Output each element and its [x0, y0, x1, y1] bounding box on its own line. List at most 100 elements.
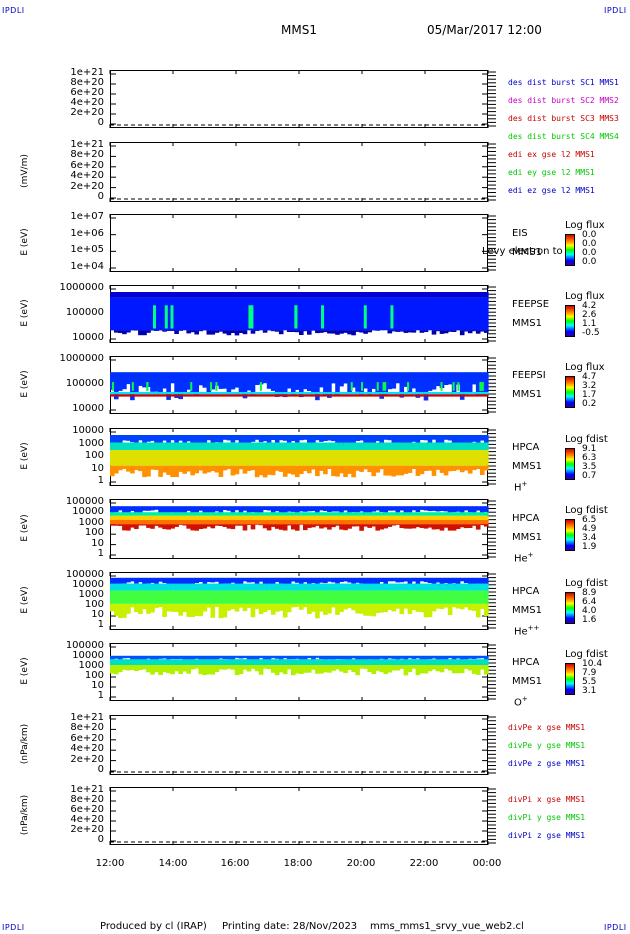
- spectrogram-cell: [274, 512, 280, 516]
- spectrogram-cell: [234, 512, 240, 516]
- spectrogram-cell: [423, 577, 429, 583]
- spectrogram-cell: [170, 506, 175, 513]
- spectrogram-cell: [214, 330, 220, 333]
- colorbar-title: Log flux: [565, 362, 605, 373]
- spectrogram-cell: [206, 590, 212, 604]
- spectrogram-cell: [214, 577, 220, 582]
- spectrogram-cell: [323, 520, 328, 525]
- spectrogram-cell: [186, 659, 191, 665]
- spectrogram-cell: [282, 394, 288, 397]
- legend-entry: divPe x gse MMS1: [508, 723, 586, 732]
- spectrogram-cell: [387, 450, 393, 466]
- spectrogram-cell: [311, 450, 316, 466]
- spectrogram-cell: [222, 665, 228, 670]
- spectrogram-cell: [114, 297, 119, 331]
- spectrogram-cell: [355, 512, 360, 516]
- spectrogram-cell: [379, 583, 384, 591]
- y-tick-label: 1000: [78, 516, 104, 528]
- spectrogram-cell: [343, 372, 348, 384]
- spectrogram-cell: [202, 394, 208, 397]
- spectrogram-cell: [202, 655, 208, 661]
- spectrogram-cell: [343, 659, 348, 665]
- spectrogram-cell: [355, 394, 360, 397]
- spectrogram-cell: [250, 603, 256, 618]
- spectrogram-cell: [399, 512, 405, 516]
- spectrogram-cell: [242, 330, 248, 335]
- spectrogram-cell: [467, 520, 473, 525]
- spectrogram-cell: [471, 603, 477, 611]
- spectrogram-cell: [282, 442, 288, 450]
- spectrogram-cell: [343, 506, 348, 511]
- spectrogram-cell: [262, 506, 268, 510]
- spectrogram-cell: [142, 659, 147, 665]
- spectrogram-cell: [375, 603, 380, 613]
- spectrogram-cell: [291, 515, 296, 520]
- spectrogram-cell: [122, 520, 127, 525]
- spectrogram-cell: [431, 520, 437, 525]
- spectrogram-cell: [190, 392, 195, 395]
- spectrogram-cell: [407, 394, 413, 397]
- spectrogram-cell: [126, 435, 131, 441]
- spectrogram-cell: [339, 465, 344, 474]
- spectrogram-cell: [403, 506, 409, 514]
- spectrogram-cell: [383, 512, 388, 516]
- spectrogram-cell: [299, 655, 304, 660]
- spectrogram-cell: [146, 435, 151, 442]
- spectrogram-cell: [226, 665, 232, 669]
- spectrogram-cell: [471, 435, 477, 442]
- spectrogram-cell: [311, 297, 316, 331]
- spectrogram-cell: [291, 603, 296, 608]
- spectrogram-cell: [427, 590, 433, 604]
- spectrogram-cell: [451, 442, 457, 450]
- colorbar-value: 10.4: [582, 659, 603, 669]
- spectrogram-cell: [190, 583, 195, 591]
- spectrogram-cell: [238, 297, 244, 331]
- spectrogram-cell: [375, 506, 380, 511]
- spectrogram-cell: [154, 506, 159, 510]
- spectrogram-cell: [411, 583, 417, 591]
- spectrogram-cell: [154, 297, 159, 331]
- spectrogram-cell: [278, 506, 284, 514]
- spectrogram-streak: [350, 382, 353, 391]
- spectrogram-cell: [254, 577, 260, 585]
- spectrogram-cell: [282, 292, 288, 298]
- spectrogram-cell: [471, 450, 477, 466]
- spectrogram-cell: [202, 520, 208, 525]
- spectrogram-cell: [258, 292, 264, 298]
- spectrogram-cell: [451, 512, 457, 516]
- spectrogram-cell: [182, 583, 187, 591]
- spectrogram-cell: [484, 297, 489, 331]
- spectrogram-cell: [299, 465, 304, 475]
- spectrogram-cell: [451, 577, 457, 584]
- spectrogram-cell: [351, 297, 356, 331]
- spectrogram-cell: [307, 603, 312, 614]
- spectrogram-cell: [443, 442, 449, 450]
- spectrogram-cell: [150, 435, 155, 441]
- spectrogram-cell: [146, 524, 151, 528]
- spectrogram-cell: [182, 512, 187, 516]
- spectrogram-cell: [403, 442, 409, 450]
- spectrogram-cell: [295, 330, 300, 333]
- spectrogram-cell: [138, 465, 143, 472]
- spectrogram-cell: [291, 655, 296, 660]
- spectrogram-cell: [274, 297, 280, 331]
- spectrogram-cell: [471, 297, 477, 331]
- y-tick-label: 1: [97, 619, 104, 630]
- spectrogram-cell: [443, 372, 449, 385]
- spectrogram-cell: [319, 512, 324, 516]
- spectrogram-cell: [182, 515, 187, 520]
- spectrogram-cell: [371, 506, 376, 512]
- spectrogram-cell: [162, 577, 167, 583]
- spectrogram-cell: [484, 520, 489, 525]
- spectrogram-cell: [315, 330, 320, 334]
- spectrogram-cell: [343, 590, 348, 604]
- spectrogram-cell: [411, 450, 417, 466]
- spectrogram-cell: [375, 590, 380, 604]
- spectrogram-cell: [282, 524, 288, 531]
- spectrogram-cell: [138, 603, 143, 614]
- spectrogram-cell: [467, 330, 473, 334]
- spectrogram-cell: [395, 394, 401, 397]
- spectrogram-cell: [343, 520, 348, 525]
- spectrogram-cell: [399, 665, 405, 669]
- spectrogram-cell: [222, 372, 228, 389]
